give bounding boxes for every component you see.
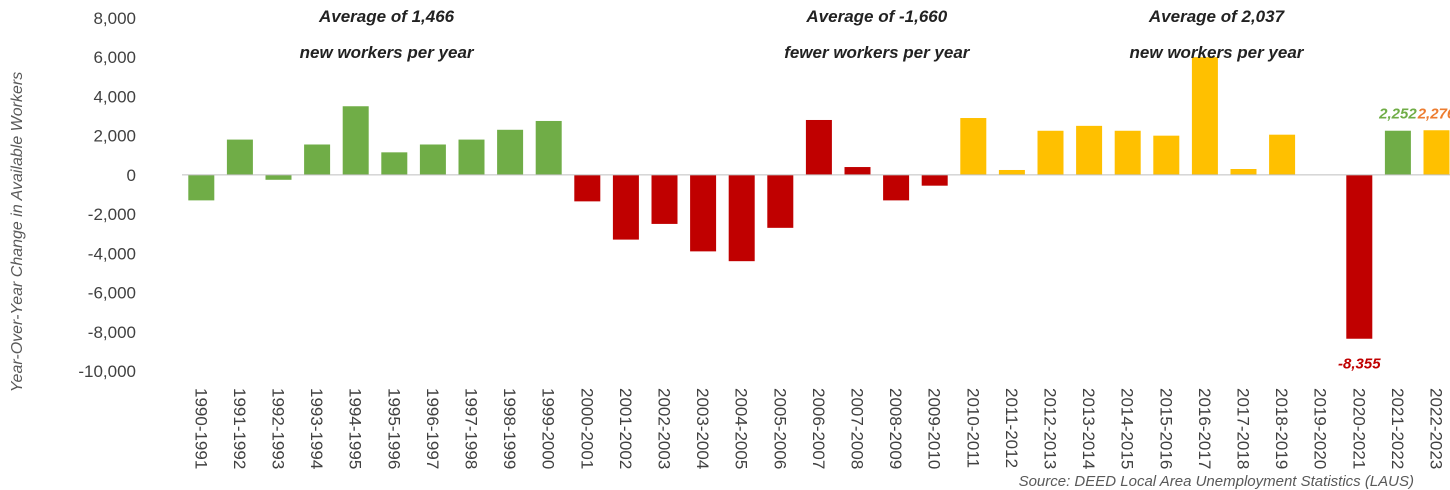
bar-1993-1994	[304, 144, 331, 175]
bar-2016-2017	[1191, 57, 1218, 175]
x-tick-label: 2008-2009	[886, 388, 905, 469]
x-tick-label: 2013-2014	[1079, 388, 1098, 469]
data-label: 2,276	[1417, 105, 1450, 122]
x-tick-label: 2010-2011	[963, 388, 982, 468]
bar-2011-2012	[998, 169, 1025, 175]
bar-1997-1998	[458, 139, 485, 175]
x-tick-label: 2009-2010	[925, 388, 944, 469]
x-tick-label: 2014-2015	[1118, 388, 1137, 469]
x-tick-label: 2004-2005	[732, 388, 751, 469]
annotation-line-1: Average of 1,466	[318, 7, 455, 26]
bar-2013-2014	[1076, 125, 1103, 175]
y-axis-label: Year-Over-Year Change in Available Worke…	[9, 72, 26, 392]
bar-1994-1995	[342, 106, 369, 175]
bar-2020-2021	[1346, 174, 1373, 339]
x-tick-label: 2003-2004	[693, 388, 712, 469]
bar-2010-2011	[960, 118, 987, 175]
y-tick-label: -8,000	[88, 323, 136, 342]
x-tick-label: 1991-1992	[230, 388, 249, 469]
x-tick-label: 2019-2020	[1311, 388, 1330, 469]
y-axis: 8,000 6,000 4,000 2,000 0 -2,000 -4,000 -6,000 -…	[78, 9, 136, 381]
x-tick-label: 2006-2007	[809, 388, 828, 469]
x-tick-label: 1995-1996	[384, 388, 403, 469]
bar-2000-2001	[574, 174, 601, 202]
bar-2018-2019	[1269, 134, 1296, 175]
data-label: -8,355	[1338, 356, 1381, 373]
x-tick-label: 1990-1991	[191, 388, 210, 469]
bar-2017-2018	[1230, 169, 1257, 175]
x-axis: 1990-1991 1991-1992 1992-1993 1993-1994 1994…	[191, 388, 1445, 469]
bar-1991-1992	[226, 139, 253, 175]
bar-series	[188, 57, 1450, 339]
bar-2022-2023	[1423, 130, 1450, 175]
annotation-line-2: new workers per year	[1130, 43, 1305, 62]
x-tick-label: 1993-1994	[307, 388, 326, 469]
bar-2001-2002	[612, 174, 639, 240]
annotations: Average of 1,466 new workers per year Aver…	[300, 7, 1305, 62]
x-tick-label: 2015-2016	[1156, 388, 1175, 469]
bar-2014-2015	[1114, 130, 1141, 175]
bar-2002-2003	[651, 174, 678, 224]
x-tick-label: 1997-1998	[462, 388, 481, 469]
x-tick-label: 2016-2017	[1195, 388, 1214, 469]
y-tick-label: 6,000	[93, 48, 136, 67]
bar-1999-2000	[535, 120, 562, 175]
x-tick-label: 2021-2022	[1388, 388, 1407, 469]
y-tick-label: 2,000	[93, 127, 136, 146]
annotation-line-2: fewer workers per year	[784, 43, 971, 62]
y-tick-label: -10,000	[78, 362, 136, 381]
annotation-line-1: Average of 2,037	[1148, 7, 1286, 26]
x-tick-label: 1996-1997	[423, 388, 442, 469]
x-tick-label: 2018-2019	[1272, 388, 1291, 469]
x-tick-label: 1999-2000	[539, 388, 558, 469]
x-tick-label: 2017-2018	[1234, 388, 1253, 469]
bar-1998-1999	[497, 129, 524, 175]
source-note: Source: DEED Local Area Unemployment Sta…	[1019, 473, 1414, 490]
y-tick-label: -2,000	[88, 205, 136, 224]
data-label: 2,252	[1378, 106, 1417, 123]
x-tick-label: 1994-1995	[346, 388, 365, 469]
x-tick-label: 2007-2008	[848, 388, 867, 469]
annotation-line-1: Average of -1,660	[805, 7, 947, 26]
bar-2005-2006	[767, 174, 794, 228]
x-tick-label: 2000-2001	[577, 388, 596, 469]
bar-2004-2005	[728, 174, 755, 262]
bar-2021-2022	[1384, 130, 1411, 175]
bar-2009-2010	[921, 174, 948, 186]
bar-1995-1996	[381, 152, 408, 175]
y-tick-label: 4,000	[93, 87, 136, 106]
bar-2006-2007	[805, 119, 832, 175]
y-tick-label: -4,000	[88, 244, 136, 263]
x-tick-label: 1998-1999	[500, 388, 519, 469]
y-tick-label: 0	[127, 166, 136, 185]
bar-1992-1993	[265, 174, 292, 180]
x-tick-label: 1992-1993	[269, 388, 288, 469]
x-tick-label: 2022-2023	[1427, 388, 1446, 469]
bar-1990-1991	[188, 174, 215, 201]
x-tick-label: 2001-2002	[616, 388, 635, 469]
bar-1996-1997	[419, 144, 446, 175]
annotation-line-2: new workers per year	[300, 43, 475, 62]
x-tick-label: 2011-2012	[1002, 388, 1021, 468]
bar-2007-2008	[844, 167, 871, 175]
bar-2008-2009	[883, 174, 910, 201]
x-tick-label: 2002-2003	[655, 388, 674, 469]
x-tick-label: 2005-2006	[770, 388, 789, 469]
y-tick-label: -6,000	[88, 284, 136, 303]
bar-2003-2004	[690, 174, 717, 252]
y-tick-label: 8,000	[93, 9, 136, 28]
x-tick-label: 2012-2013	[1041, 388, 1060, 469]
bar-2012-2013	[1037, 130, 1064, 175]
bar-2015-2016	[1153, 135, 1180, 175]
x-tick-label: 2020-2021	[1349, 388, 1368, 469]
